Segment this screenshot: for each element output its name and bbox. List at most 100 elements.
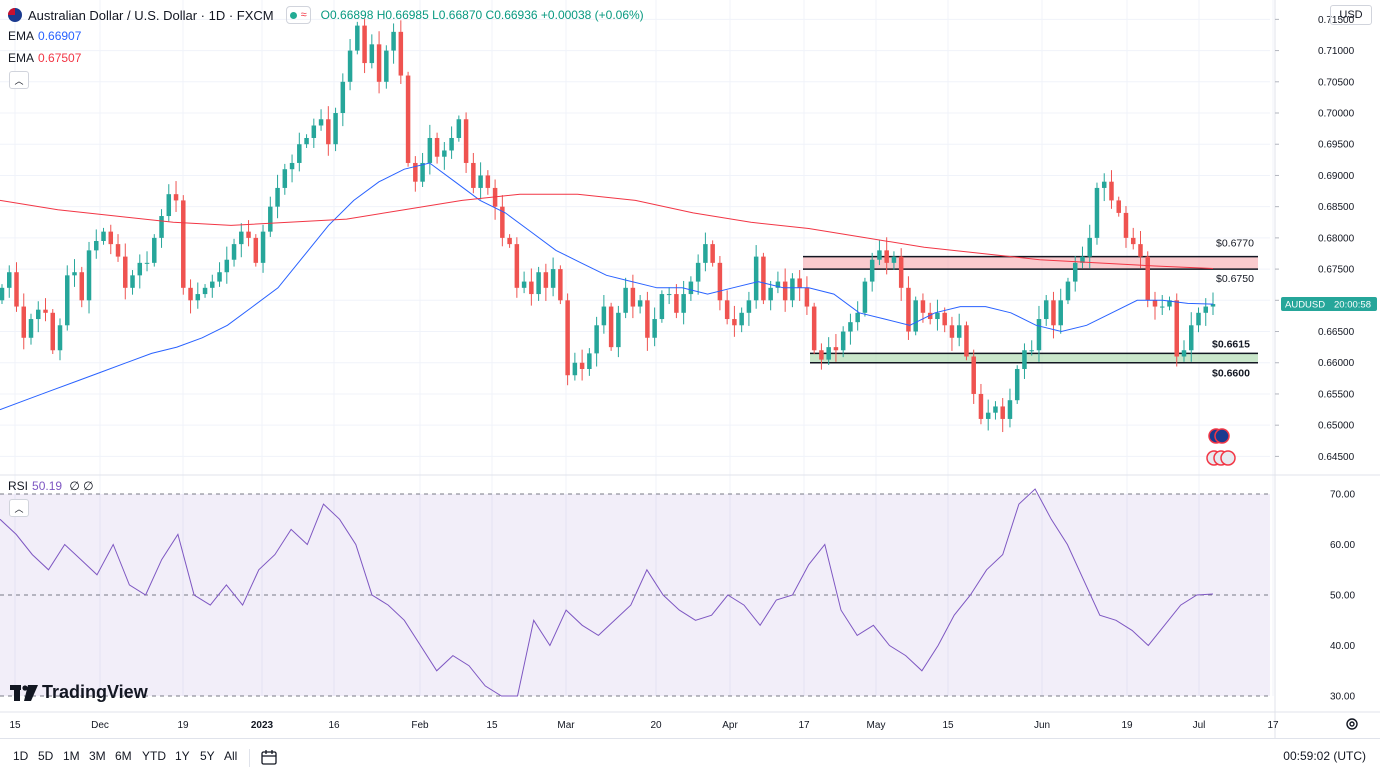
time-tick-label: Jul	[1193, 720, 1206, 731]
candle-body	[833, 347, 839, 351]
candle	[710, 240, 715, 267]
candle	[427, 124, 433, 175]
candle-body	[521, 281, 527, 288]
candle	[1167, 296, 1172, 311]
candle-body	[1138, 244, 1143, 257]
candle-body	[695, 262, 701, 282]
candle-body	[869, 259, 875, 282]
candle-body	[819, 350, 824, 360]
candle	[347, 39, 353, 91]
candle	[978, 383, 984, 425]
settings-gear-icon[interactable]	[1344, 716, 1360, 732]
candle	[920, 293, 926, 323]
time-tick-label: 15	[942, 720, 954, 731]
candle	[0, 284, 5, 305]
candle-body	[239, 231, 244, 245]
timeframe-3m[interactable]: 3M	[89, 749, 106, 763]
date-range-calendar-icon[interactable]	[260, 748, 278, 766]
market-open-dot-icon	[289, 11, 297, 19]
timeframe-1d[interactable]: 1D	[13, 749, 29, 763]
timeframe-all[interactable]: All	[224, 749, 238, 763]
candle	[717, 255, 723, 311]
candle	[732, 305, 737, 337]
collapse-rsi-legend-button[interactable]: ︿	[9, 499, 29, 517]
candle-body	[115, 244, 121, 257]
candle	[659, 290, 665, 323]
candle	[260, 224, 266, 273]
candle	[275, 174, 280, 219]
usd-event-icon	[1220, 450, 1236, 466]
candle	[623, 277, 628, 319]
price-axis: 0.71500 0.71000 0.70500 0.70000 0.69500 0.690…	[1275, 15, 1355, 463]
candle	[891, 251, 897, 270]
candle-body	[949, 325, 955, 338]
candle-body	[282, 169, 288, 188]
candle-body	[1087, 237, 1092, 257]
rsi-legend[interactable]: RSI 50.19 ∅ ∅	[8, 479, 94, 493]
market-status-badge[interactable]: ≈	[285, 6, 311, 24]
candle-body	[1072, 262, 1078, 282]
time-axis: 15 Dec 19 2023 16 Feb 15 Mar 20 Apr 17 May 15 Jun 19 Ju…	[9, 720, 1279, 731]
candle	[362, 18, 367, 74]
candle	[1043, 295, 1049, 326]
candle	[1058, 288, 1063, 334]
candle-body	[471, 162, 476, 188]
candle	[1051, 291, 1056, 339]
chart-canvas[interactable]: $0.6770 $0.6750 $0.6615 $0.6600 0.71500 0.710…	[0, 0, 1380, 738]
ohlc-readout: O0.66898 H0.66985 L0.66870 C0.66936 +0.0…	[321, 8, 644, 22]
candle-body	[978, 393, 984, 419]
utc-clock[interactable]: 00:59:02 (UTC)	[1283, 749, 1366, 763]
timeframe-1y[interactable]: 1Y	[175, 749, 190, 763]
resistance-top-label: $0.6770	[1216, 238, 1254, 250]
timeframe-5y[interactable]: 5Y	[200, 749, 215, 763]
candle	[442, 142, 447, 170]
timeframe-5d[interactable]: 5D	[38, 749, 54, 763]
candle-body	[28, 319, 34, 338]
time-tick-label: 19	[177, 720, 189, 731]
candle	[231, 238, 237, 267]
candle	[224, 246, 230, 284]
ema-fast-name: EMA	[8, 29, 35, 43]
price-tick-label: 0.71000	[1318, 46, 1355, 57]
candle	[993, 401, 998, 420]
candle-body	[993, 406, 998, 413]
timeframe-1m[interactable]: 1M	[63, 749, 80, 763]
price-tick-label: 0.68000	[1318, 233, 1355, 244]
candles	[0, 18, 1216, 433]
candle-body	[1145, 256, 1150, 301]
candle-body	[173, 194, 179, 201]
candle-body	[565, 300, 570, 376]
candle	[608, 302, 614, 351]
candle	[1196, 307, 1201, 333]
candle	[1116, 196, 1121, 217]
candle-body	[485, 175, 491, 188]
timeframe-6m[interactable]: 6M	[115, 749, 132, 763]
candle	[753, 245, 759, 309]
candle	[1123, 206, 1129, 248]
candle	[101, 227, 106, 245]
ohlc-close: C0.66936	[485, 8, 538, 22]
candle	[376, 31, 382, 94]
candle-body	[0, 287, 5, 301]
candle-body	[478, 175, 483, 188]
candle-body	[340, 81, 346, 114]
candle-body	[732, 319, 737, 326]
time-tick-label: 17	[798, 720, 810, 731]
ema-slow-legend[interactable]: EMA 0.67507	[8, 51, 81, 65]
candle	[166, 184, 172, 222]
timeframe-ytd[interactable]: YTD	[142, 749, 166, 763]
symbol-title[interactable]: Australian Dollar / U.S. Dollar · 1D · F…	[28, 7, 274, 23]
candle	[768, 280, 773, 311]
candle	[869, 252, 875, 292]
price-tick-label: 0.65500	[1318, 389, 1355, 400]
price-tick-label: 0.66000	[1318, 358, 1355, 369]
collapse-legend-button[interactable]: ︿	[9, 71, 29, 89]
currency-label: USD	[1339, 9, 1363, 21]
time-tick-label: 2023	[251, 720, 274, 731]
candle	[21, 293, 27, 350]
currency-select[interactable]: USD	[1330, 5, 1372, 25]
candle-body	[688, 281, 694, 295]
ema-fast-legend[interactable]: EMA 0.66907	[8, 29, 81, 43]
candle-body	[811, 306, 817, 351]
candle	[391, 23, 396, 64]
